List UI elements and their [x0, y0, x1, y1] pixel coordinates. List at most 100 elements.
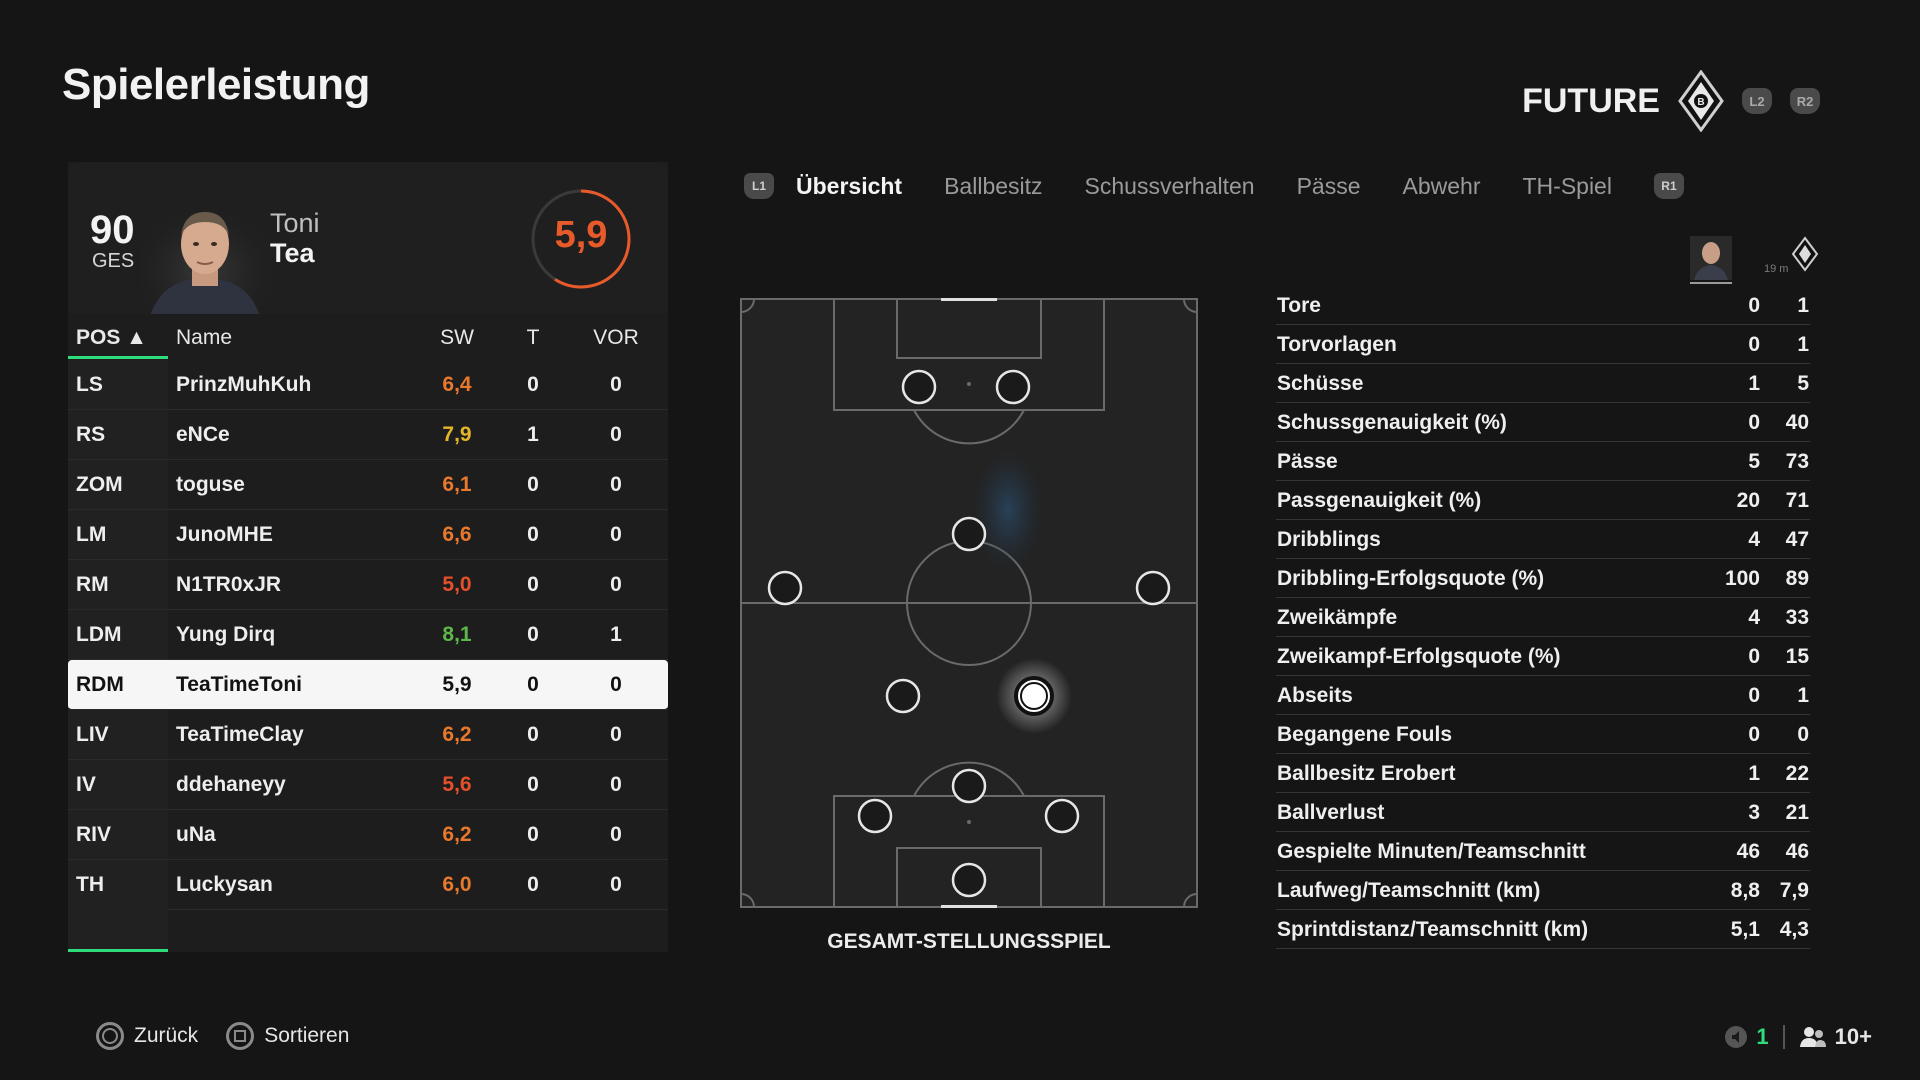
tab-ballbesitz[interactable]: Ballbesitz: [944, 172, 1043, 199]
row-position: IV: [76, 773, 96, 796]
sort-label[interactable]: Sortieren: [264, 1024, 350, 1047]
stat-label: Zweikampf-Erfolgsquote (%): [1277, 645, 1561, 668]
row-goals: 0: [527, 873, 539, 896]
tab-uebersicht[interactable]: Übersicht: [796, 172, 903, 199]
player-position-dot: [901, 369, 937, 405]
row-position: RM: [76, 573, 109, 596]
stat-label: Tore: [1277, 294, 1321, 317]
stat-label: Begangene Fouls: [1277, 723, 1453, 746]
row-player-name: uNa: [176, 823, 216, 846]
table-row[interactable]: TH Luckysan 6,0 0 0: [68, 860, 668, 910]
pos-cell-bg: [68, 710, 168, 759]
row-rating: 5,0: [442, 573, 472, 596]
stat-row: Gespielte Minuten/Teamschnitt 46 46: [1276, 832, 1810, 871]
back-label[interactable]: Zurück: [134, 1024, 199, 1047]
tab-schussverhalten[interactable]: Schussverhalten: [1084, 172, 1255, 199]
row-player-name: PrinzMuhKuh: [176, 373, 312, 396]
player-position-dot: [951, 862, 987, 898]
circle-button-icon[interactable]: [96, 1022, 124, 1050]
tab-abwehr[interactable]: Abwehr: [1402, 172, 1481, 199]
player-position-dot: [995, 369, 1031, 405]
svg-text:B: B: [1697, 97, 1704, 108]
stat-team-value: 15: [1785, 645, 1809, 668]
table-row[interactable]: LIV TeaTimeClay 6,2 0 0: [68, 710, 668, 760]
table-row[interactable]: LDM Yung Dirq 8,1 0 1: [68, 610, 668, 660]
row-rating: 6,4: [442, 373, 472, 396]
row-rating: 6,2: [442, 823, 472, 846]
row-goals: 0: [527, 473, 539, 496]
table-row[interactable]: RS eNCe 7,9 1 0: [68, 410, 668, 460]
stat-team-value: 33: [1785, 606, 1809, 629]
stat-player-value: 8,8: [1730, 879, 1760, 902]
table-header: POS ▲ Name SW T VOR: [68, 314, 668, 360]
stat-row: Ballbesitz Erobert 1 22: [1276, 754, 1810, 793]
row-assists: 0: [610, 423, 622, 446]
row-position: ZOM: [76, 473, 123, 496]
table-row[interactable]: LS PrinzMuhKuh 6,4 0 0: [68, 360, 668, 410]
l1-button[interactable]: L1: [744, 173, 774, 199]
stat-row: Abseits 0 1: [1276, 676, 1810, 715]
stat-tabs: L1 Übersicht Ballbesitz Schussverhalten …: [744, 170, 1684, 202]
stat-row: Begangene Fouls 0 0: [1276, 715, 1810, 754]
stat-label: Torvorlagen: [1277, 333, 1397, 356]
tab-paesse[interactable]: Pässe: [1296, 172, 1361, 199]
row-player-name: Luckysan: [176, 873, 273, 896]
table-row[interactable]: RIV uNa 6,2 0 0: [68, 810, 668, 860]
player-position-dot: [767, 570, 803, 606]
stat-row: Laufweg/Teamschnitt (km) 8,8 7,9: [1276, 871, 1810, 910]
stat-team-value: 5: [1797, 372, 1809, 395]
stat-label: Passgenauigkeit (%): [1277, 489, 1482, 512]
tab-th-spiel[interactable]: TH-Spiel: [1522, 172, 1612, 199]
header-name[interactable]: Name: [176, 326, 233, 349]
stat-label: Gespielte Minuten/Teamschnitt: [1277, 840, 1586, 863]
row-player-name: TeaTimeToni: [176, 673, 303, 696]
player-last-name: Tea: [270, 238, 315, 268]
row-goals: 0: [527, 673, 539, 696]
table-row[interactable]: RDM TeaTimeToni 5,9 0 0: [68, 660, 668, 710]
header-sw[interactable]: SW: [440, 326, 474, 349]
table-row[interactable]: LM JunoMHE 6,6 0 0: [68, 510, 668, 560]
stat-player-value: 0: [1748, 723, 1760, 746]
players-icon: [1799, 1027, 1826, 1047]
pos-cell-bg: [68, 410, 168, 459]
stat-team-value: 89: [1785, 567, 1809, 590]
stat-player-value: 1: [1748, 762, 1760, 785]
row-rating: 6,2: [442, 723, 472, 746]
row-position: RS: [76, 423, 106, 446]
match-rating-value: 5,9: [554, 214, 608, 256]
stat-row: Zweikämpfe 4 33: [1276, 598, 1810, 637]
r1-button[interactable]: R1: [1653, 173, 1684, 199]
pitch-label: GESAMT-STELLUNGSSPIEL: [827, 930, 1111, 953]
square-button-icon[interactable]: [226, 1022, 255, 1050]
row-assists: 0: [610, 773, 622, 796]
row-position: RIV: [76, 823, 112, 846]
overall-rating: 90: [90, 208, 135, 252]
stat-row: Passgenauigkeit (%) 20 71: [1276, 481, 1810, 520]
table-scroll-indicator: [68, 949, 168, 952]
selected-player-dot-inner: [1020, 682, 1048, 710]
table-row[interactable]: ZOM toguse 6,1 0 0: [68, 460, 668, 510]
row-position: LS: [76, 373, 103, 396]
row-player-name: eNCe: [176, 423, 230, 446]
header-vor[interactable]: VOR: [593, 326, 639, 349]
table-row[interactable]: RM N1TR0xJR 5,0 0 0: [68, 560, 668, 610]
club-crest-icon: B: [1678, 70, 1724, 132]
stat-player-value: 4: [1748, 528, 1760, 551]
mic-muted-icon: [1725, 1026, 1748, 1048]
row-position: LIV: [76, 723, 109, 746]
row-player-name: ddehaneyy: [176, 773, 286, 796]
divider: [1782, 1025, 1785, 1049]
footer-controls: Zurück Sortieren: [96, 1022, 349, 1050]
header-t[interactable]: T: [526, 326, 540, 349]
stat-row: Dribblings 4 47: [1276, 520, 1810, 559]
row-rating: 5,9: [442, 673, 472, 696]
stat-label: Schussgenauigkeit (%): [1277, 411, 1507, 434]
stat-team-value: 1: [1797, 294, 1809, 317]
l2-button[interactable]: L2: [1742, 88, 1772, 114]
header-pos-sort[interactable]: POS ▲: [76, 326, 147, 349]
player-dots: [767, 369, 1171, 898]
stat-label: Laufweg/Teamschnitt (km): [1277, 879, 1541, 902]
stat-team-value: 40: [1785, 411, 1809, 434]
table-row[interactable]: IV ddehaneyy 5,6 0 0: [68, 760, 668, 810]
r2-button[interactable]: R2: [1790, 88, 1820, 114]
